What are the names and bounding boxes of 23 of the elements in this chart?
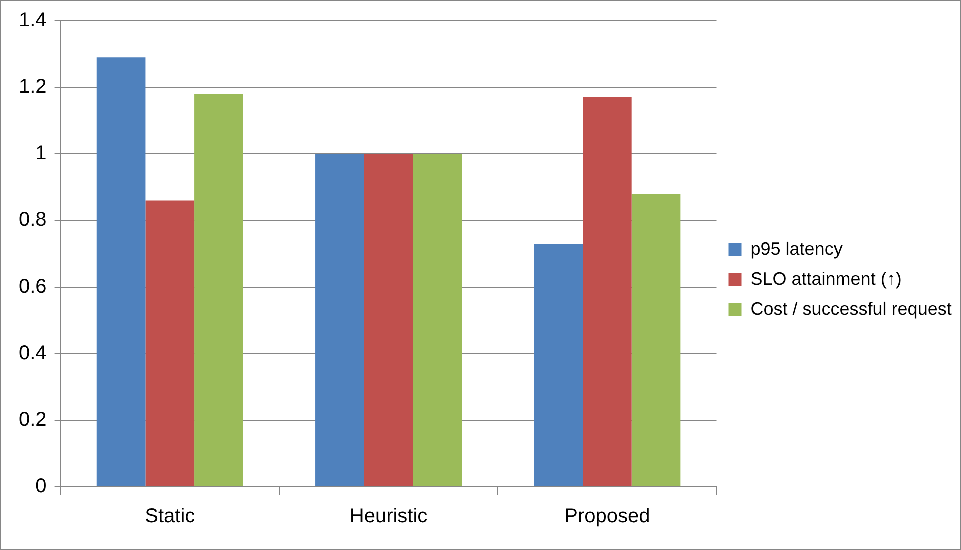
bar	[194, 94, 244, 486]
x-tick-label: Heuristic	[350, 506, 428, 528]
legend-label: Cost / successful request	[750, 298, 952, 319]
y-tick-label: 1.2	[18, 76, 47, 98]
legend-label: SLO attainment (↑)	[750, 268, 902, 289]
y-tick-label: 1.4	[18, 10, 47, 32]
bar	[632, 194, 681, 486]
bar	[96, 58, 146, 486]
x-tick-label: Static	[145, 506, 196, 528]
x-tick-label: Proposed	[564, 506, 650, 528]
bar	[364, 154, 414, 486]
y-tick-label: 0.4	[18, 342, 47, 364]
legend-label: p95 latency	[750, 238, 843, 259]
bar	[583, 98, 632, 486]
bar	[316, 154, 364, 486]
bar	[534, 244, 584, 486]
y-tick-label: 0.8	[18, 209, 47, 232]
y-tick-label: 0.2	[18, 408, 47, 431]
bar	[413, 154, 462, 486]
y-tick-label: 1	[36, 142, 47, 165]
y-tick-label: 0	[36, 476, 47, 498]
bar	[146, 200, 195, 486]
y-tick-label: 0.6	[18, 276, 47, 298]
